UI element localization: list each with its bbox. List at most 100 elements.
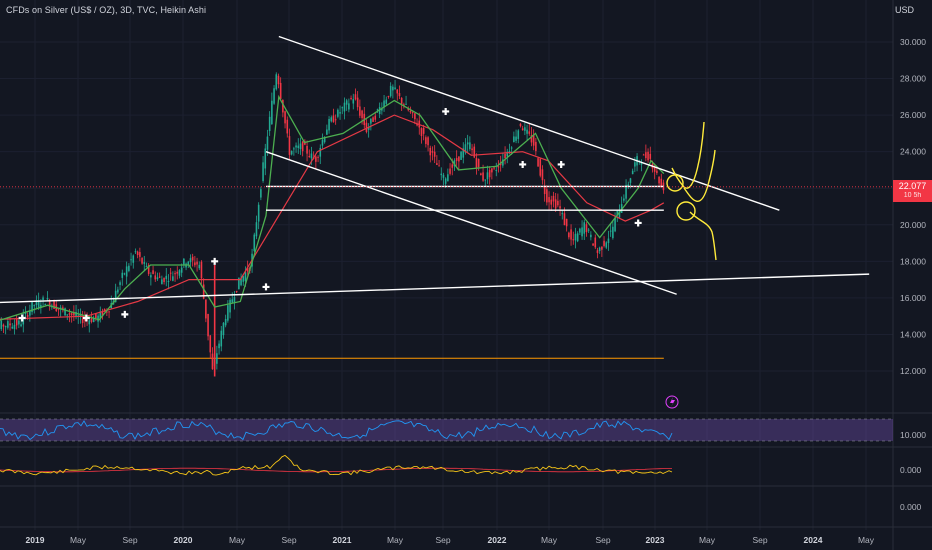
candle-body [147, 265, 150, 274]
candle-body [515, 136, 517, 141]
candle-body [563, 213, 566, 226]
candle-body [279, 82, 282, 99]
candle-body [156, 277, 159, 280]
candle-body [262, 162, 264, 182]
candle-body [260, 189, 262, 198]
candle-body [634, 162, 636, 167]
candle-body [323, 137, 326, 143]
candle-body [585, 224, 588, 233]
y-tick-label: 30.000 [900, 37, 926, 47]
candle-body [447, 174, 449, 182]
rsi-tick-label: 10.000 [900, 430, 926, 440]
x-tick-label: May [387, 535, 404, 545]
candle-body [561, 213, 564, 215]
candle-body [623, 198, 625, 201]
y-tick-label: 14.000 [900, 329, 926, 339]
macd-signal-line [0, 467, 673, 473]
candle-body [497, 166, 500, 168]
candle-body [288, 136, 291, 155]
fast-ma-line [0, 94, 665, 321]
candle-body [339, 112, 341, 114]
candle-body [442, 174, 445, 178]
y-tick-label: 28.000 [900, 74, 926, 84]
candle-body [590, 234, 592, 238]
candle-body [381, 108, 383, 111]
candle-body [482, 172, 484, 181]
candle-body [24, 312, 27, 315]
trend-lines[interactable] [0, 35, 870, 304]
candle-body [420, 128, 423, 137]
candle-body [275, 74, 278, 90]
candle-body [216, 353, 218, 364]
fast-moving-average [0, 94, 665, 321]
signal-marker [442, 107, 450, 115]
lightning-icon[interactable] [665, 395, 679, 409]
candle-body [7, 321, 9, 328]
candle-body [513, 136, 515, 143]
candle-body [315, 156, 317, 162]
candle-body [359, 106, 361, 116]
candle-body [389, 85, 392, 97]
candle-body [581, 227, 583, 237]
yellow-projection-drawing[interactable] [666, 121, 717, 261]
x-tick-label: 2019 [26, 535, 45, 545]
signal-marker [121, 310, 129, 318]
candle-body [46, 297, 49, 300]
price-axis[interactable]: 30.00028.00026.00024.00022.00020.00018.0… [900, 37, 926, 512]
candle-body [422, 127, 425, 134]
candle-body [471, 148, 473, 151]
x-tick-label: 2023 [646, 535, 665, 545]
candle-body [640, 162, 643, 165]
signal-markers [18, 107, 642, 322]
candle-body [352, 99, 355, 104]
grid-lines [0, 0, 893, 530]
candle-body [163, 277, 165, 283]
candle-body [451, 164, 454, 168]
rsi-line [0, 420, 673, 441]
candle-body [570, 229, 572, 240]
signal-marker [262, 283, 270, 291]
candle-body [308, 156, 311, 158]
candle-body [90, 317, 93, 322]
candle-body [282, 99, 284, 113]
candle-body [332, 115, 335, 123]
candle-body [92, 318, 95, 323]
candle-body [361, 110, 363, 119]
candle-body [306, 145, 308, 154]
candle-body [543, 185, 546, 195]
candle-body [13, 324, 16, 330]
candle-body [337, 109, 339, 117]
candle-body [469, 142, 471, 150]
candle-body [455, 158, 458, 161]
candle-body [290, 150, 293, 155]
candle-body [169, 272, 172, 274]
candle-body [350, 97, 352, 99]
candle-body [48, 301, 51, 307]
symbol-legend[interactable]: CFDs on Silver (US$ / OZ), 3D, TVC, Heik… [6, 5, 207, 15]
candle-body [321, 139, 324, 146]
candle-body [167, 281, 170, 283]
candle-body [319, 147, 322, 157]
candle-body [119, 282, 121, 285]
candle-body [385, 99, 388, 104]
candle-body [579, 228, 581, 233]
time-axis[interactable]: 2019 May Sep 2020 May Sep 2021 May Sep 2022 May Sep… [26, 535, 875, 545]
candle-body [416, 124, 418, 126]
candle-body [18, 320, 20, 325]
x-tick-label: Sep [281, 535, 296, 545]
signal-marker [18, 314, 26, 322]
candle-body [539, 158, 542, 176]
candle-body [411, 112, 414, 114]
candle-body [209, 335, 212, 353]
candle-body [521, 128, 524, 131]
candle-body [154, 275, 157, 280]
candle-body [220, 330, 223, 347]
candle-body [658, 176, 660, 184]
candle-body [559, 206, 561, 209]
candle-body [277, 75, 280, 85]
projection-circle [676, 201, 696, 221]
candle-body [407, 108, 410, 111]
x-tick-label: Sep [752, 535, 767, 545]
